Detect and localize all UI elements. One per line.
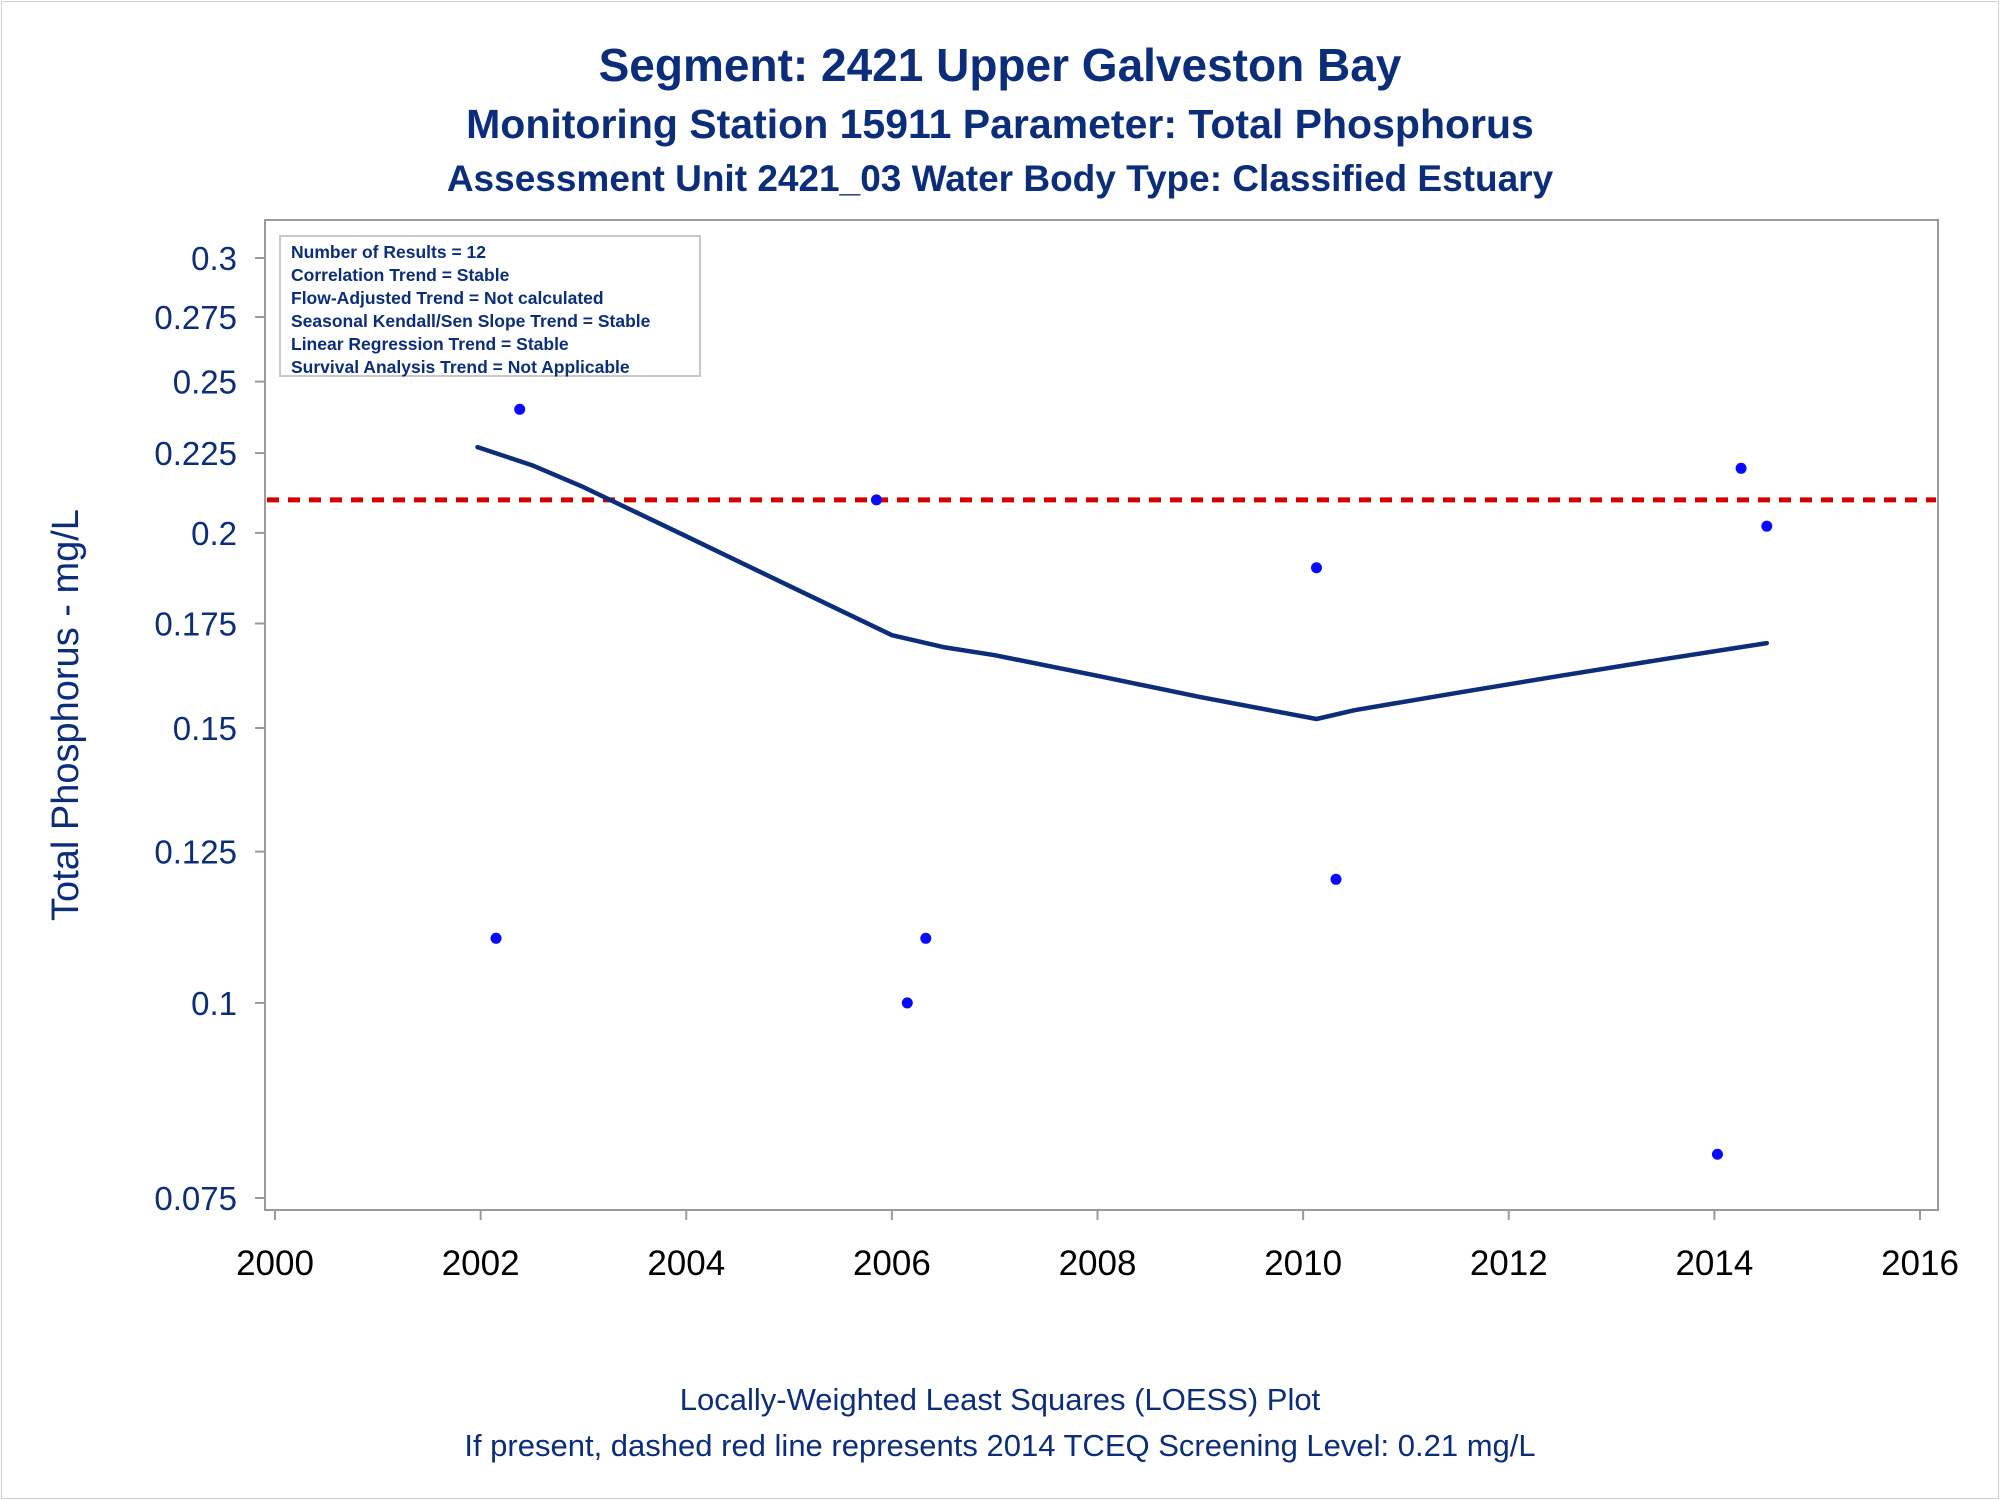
- stat-seasonal-kendall-trend: Seasonal Kendall/Sen Slope Trend = Stabl…: [291, 311, 651, 331]
- y-axis-title: Total Phosphorus - mg/L: [45, 509, 87, 921]
- stat-survival-analysis-trend: Survival Analysis Trend = Not Applicable: [291, 357, 630, 377]
- x-tick-label: 2016: [1881, 1244, 1959, 1283]
- data-point: [901, 997, 913, 1009]
- y-tick-label: 0.15: [173, 710, 237, 747]
- y-tick-label: 0.2: [191, 515, 237, 552]
- y-tick-label: 0.125: [154, 834, 237, 871]
- x-tick-label: 2004: [647, 1244, 725, 1283]
- y-axis: 0.3 0.275 0.25 0.225 0.2 0.175 0.15 0.125 0.1 0.0…: [154, 240, 265, 1217]
- chart-subtitle: Monitoring Station 15911 Parameter: Tota…: [466, 101, 1534, 147]
- y-tick-label: 0.175: [154, 605, 237, 642]
- data-point: [1761, 520, 1773, 532]
- y-tick-label: 0.25: [173, 364, 237, 401]
- x-tick-label: 2002: [442, 1244, 520, 1283]
- stat-correlation-trend: Correlation Trend = Stable: [291, 265, 510, 285]
- data-point: [1310, 562, 1322, 574]
- x-tick-label: 2008: [1059, 1244, 1137, 1283]
- x-tick-label: 2012: [1470, 1244, 1548, 1283]
- stats-box: Number of Results = 12 Correlation Trend…: [279, 235, 701, 377]
- y-tick-label: 0.275: [154, 299, 237, 336]
- stat-flow-adjusted-trend: Flow-Adjusted Trend = Not calculated: [291, 288, 604, 308]
- footnote-plot-type: Locally-Weighted Least Squares (LOESS) P…: [679, 1382, 1321, 1417]
- x-axis: 2000 2002 2004 2006 2008 2010 2012 2014 2016: [236, 1210, 1959, 1283]
- y-tick-label: 0.075: [154, 1180, 237, 1217]
- chart-title: Segment: 2421 Upper Galveston Bay: [598, 39, 1402, 91]
- data-point: [1735, 462, 1747, 474]
- y-tick-label: 0.225: [154, 435, 237, 472]
- data-point: [514, 403, 526, 415]
- plot-area-border: [264, 219, 1939, 1211]
- x-tick-label: 2010: [1264, 1244, 1342, 1283]
- footnote-screening-level: If present, dashed red line represents 2…: [464, 1428, 1536, 1463]
- y-tick-label: 0.3: [191, 240, 237, 277]
- x-tick-label: 2006: [853, 1244, 931, 1283]
- loess-layer: [475, 444, 1770, 722]
- y-tick-label: 0.1: [191, 985, 237, 1022]
- data-point: [1711, 1148, 1723, 1160]
- stat-linear-regression-trend: Linear Regression Trend = Stable: [291, 334, 569, 354]
- chart-subtitle-2: Assessment Unit 2421_03 Water Body Type:…: [446, 158, 1554, 199]
- stat-results-count: Number of Results = 12: [291, 242, 486, 262]
- x-tick-label: 2014: [1675, 1244, 1753, 1283]
- loess-line: [475, 444, 1770, 722]
- x-tick-label: 2000: [236, 1244, 314, 1283]
- data-point: [920, 932, 932, 944]
- data-point: [490, 932, 502, 944]
- data-point: [1330, 873, 1342, 885]
- data-point: [870, 494, 882, 506]
